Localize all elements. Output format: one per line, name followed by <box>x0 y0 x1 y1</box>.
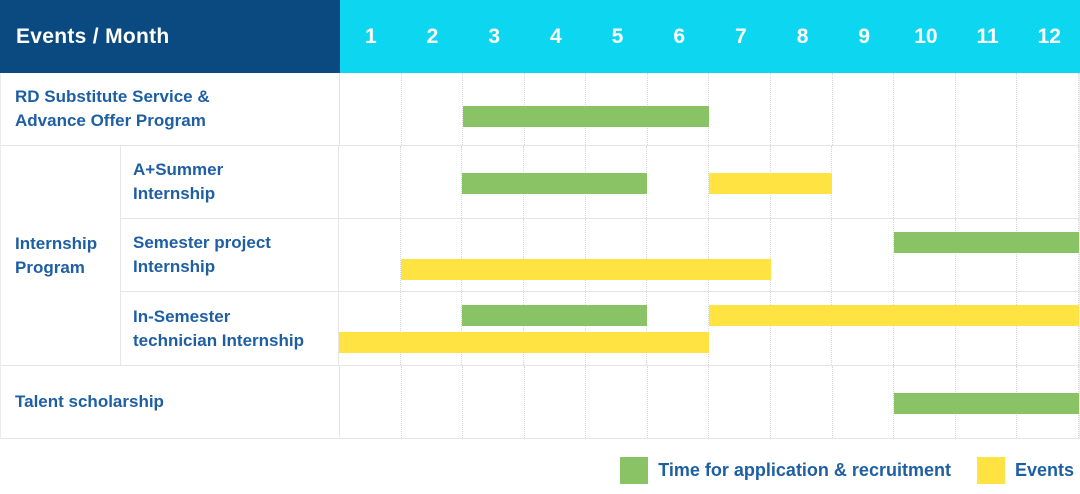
event-bar <box>400 259 771 280</box>
month-grid-cell <box>894 73 956 145</box>
event-bar <box>709 173 833 194</box>
month-grid-cell <box>1017 73 1079 145</box>
month-grid-cell <box>586 292 648 365</box>
month-grid-cell <box>832 292 895 365</box>
row-semester-project: Semester project Internship <box>121 219 1080 292</box>
legend-label-recruitment: Time for application & recruitment <box>658 460 951 480</box>
row-rd-substitute: RD Substitute Service & Advance Offer Pr… <box>1 73 1079 146</box>
month-grid-cell <box>524 292 586 365</box>
month-grid-cell <box>1017 292 1080 365</box>
month-grid-cell <box>462 292 525 365</box>
month-grid-cell <box>1017 146 1080 218</box>
row-label-in-semester-technician: In-Semester technician Internship <box>121 292 339 365</box>
header-events-month-cell: Events / Month <box>0 0 340 73</box>
event-bar <box>339 332 709 353</box>
month-grid-cell <box>340 73 402 145</box>
month-grid-cell <box>401 219 463 291</box>
gantt-body: RD Substitute Service & Advance Offer Pr… <box>0 73 1080 439</box>
row-label-rd-substitute: RD Substitute Service & Advance Offer Pr… <box>1 73 340 145</box>
month-column-header-9: 9 <box>858 24 871 48</box>
row-talent-scholarship: Talent scholarship <box>1 366 1079 439</box>
month-grid-cell <box>894 146 956 218</box>
month-grid-cell <box>771 366 833 438</box>
month-grid-cell <box>462 219 525 291</box>
recruitment-bar <box>894 232 1079 253</box>
track-in-semester-technician <box>339 292 1080 365</box>
month-grid-cell <box>833 366 895 438</box>
recruitment-bar <box>462 305 648 326</box>
month-column-header-2: 2 <box>426 24 439 48</box>
recruitment-bar <box>894 393 1079 414</box>
header-row: Events / Month 1 2 3 4 5 6 7 8 9 10 11 12 <box>0 0 1080 73</box>
month-grid-cell <box>771 292 833 365</box>
month-grid-cell <box>586 219 648 291</box>
month-column-header-1: 1 <box>364 24 377 48</box>
month-grid-cell <box>647 292 710 365</box>
month-grid-cell <box>956 73 1018 145</box>
month-column-header-7: 7 <box>735 24 747 48</box>
row-label-a-plus-summer: A+Summer Internship <box>121 146 339 218</box>
month-grid-cell <box>339 292 401 365</box>
month-grid-cell <box>709 292 771 365</box>
recruitment-bar <box>463 106 710 127</box>
month-grid-cell <box>771 73 833 145</box>
month-grid-cell <box>648 366 710 438</box>
month-grid-cell <box>771 219 833 291</box>
events-month-gantt: Events / Month 1 2 3 4 5 6 7 8 9 10 11 12 RD Substi… <box>0 0 1080 439</box>
month-grid-cell <box>894 219 956 291</box>
month-grid-cell <box>894 292 956 365</box>
month-grid-cell <box>463 366 525 438</box>
month-grid-cell <box>525 366 587 438</box>
month-grid-cell <box>401 146 463 218</box>
month-grid-cell <box>402 366 464 438</box>
month-column-header-8: 8 <box>796 24 809 48</box>
month-grid-cell <box>524 219 586 291</box>
month-column-header-4: 4 <box>550 24 562 48</box>
month-grid-cell <box>1017 219 1080 291</box>
month-grid-cell <box>401 292 463 365</box>
month-grid-cell <box>647 146 710 218</box>
month-grid-cell <box>339 146 401 218</box>
row-a-plus-summer: A+Summer Internship <box>121 146 1080 219</box>
legend-item-events: Events <box>976 457 1074 484</box>
month-grid-cell <box>833 73 895 145</box>
legend: Time for application & recruitment Event… <box>0 439 1080 484</box>
internship-program-group: Internship Program A+Summer Internship S… <box>1 146 1080 366</box>
month-grid-cell <box>956 146 1018 218</box>
month-column-header-11: 11 <box>976 24 999 48</box>
month-column-header-5: 5 <box>611 24 624 48</box>
month-grid-cell <box>709 219 771 291</box>
group-label-internship-program: Internship Program <box>1 146 121 365</box>
row-label-talent-scholarship: Talent scholarship <box>1 366 340 438</box>
legend-label-events: Events <box>1014 460 1074 480</box>
month-grid-cell <box>647 219 710 291</box>
month-grid-cell <box>832 146 895 218</box>
month-grid-cell <box>832 219 895 291</box>
month-column-header-12: 12 <box>1037 24 1061 48</box>
legend-item-recruitment: Time for application & recruitment <box>620 457 951 484</box>
month-grid-cell <box>956 292 1018 365</box>
internship-subrows: A+Summer Internship Semester project Int… <box>121 146 1080 365</box>
recruitment-swatch-icon <box>620 457 649 484</box>
row-in-semester-technician: In-Semester technician Internship <box>121 292 1080 365</box>
month-header: 1 2 3 4 5 6 7 8 9 10 11 12 <box>340 0 1080 73</box>
month-grid-cell <box>339 219 401 291</box>
month-grid-cell <box>709 73 772 145</box>
events-swatch-icon <box>976 457 1005 484</box>
event-bar <box>709 305 1079 326</box>
month-grid-cell <box>956 219 1018 291</box>
month-grid-cell <box>402 73 464 145</box>
track-rd-substitute <box>340 73 1079 145</box>
month-column-header-10: 10 <box>914 24 938 48</box>
track-semester-project <box>339 219 1080 291</box>
recruitment-bar <box>462 173 648 194</box>
month-grid-cell <box>586 366 648 438</box>
row-label-semester-project: Semester project Internship <box>121 219 339 291</box>
track-a-plus-summer <box>339 146 1080 218</box>
month-grid-cell <box>340 366 402 438</box>
month-column-header-6: 6 <box>673 24 686 48</box>
month-grid-cell <box>709 366 772 438</box>
track-talent-scholarship <box>340 366 1079 438</box>
month-column-header-3: 3 <box>488 24 501 48</box>
